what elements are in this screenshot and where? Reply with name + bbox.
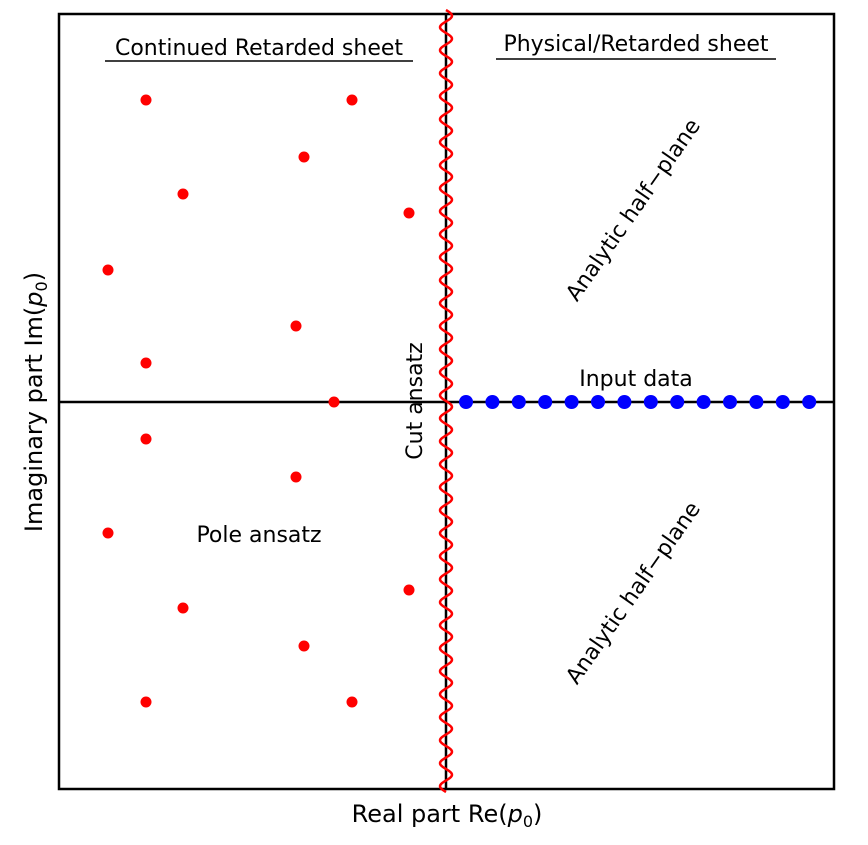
input-data-point: [802, 395, 817, 409]
input-data-point: [670, 395, 685, 409]
pole-ansatz-label: Pole ansatz: [196, 523, 321, 548]
input-data-point: [538, 395, 553, 409]
y-axis-label: Imaginary part Im(p0): [20, 272, 51, 532]
right-sheet-title: Physical/Retarded sheet: [503, 32, 768, 57]
input-data-point: [591, 395, 605, 409]
pole-marker: [140, 433, 152, 445]
pole-marker: [177, 602, 189, 614]
input-data-label: Input data: [579, 367, 693, 392]
pole-marker: [177, 188, 189, 200]
pole-marker: [346, 94, 358, 106]
pole-marker: [346, 696, 358, 708]
input-data-point: [696, 395, 711, 409]
pole-marker: [328, 396, 340, 408]
cut-ansatz-label: Cut ansatz: [403, 342, 428, 459]
branch-cut-wave: [438, 8, 454, 794]
input-data-point: [643, 395, 658, 409]
pole-marker: [290, 471, 302, 483]
analytic-lower-label: Analytic half−plane: [561, 498, 705, 689]
input-data-point: [485, 395, 500, 409]
pole-markers: [102, 94, 415, 708]
pole-marker: [403, 207, 415, 219]
input-data-point: [459, 395, 473, 409]
pole-marker: [298, 640, 310, 652]
input-data-point: [775, 395, 790, 409]
input-data-point: [617, 395, 632, 409]
input-data-point: [511, 395, 526, 409]
analytic-upper-label: Analytic half−plane: [561, 115, 705, 306]
pole-marker: [102, 264, 114, 276]
input-data-point: [749, 395, 764, 409]
pole-marker: [298, 151, 310, 163]
input-data-point: [723, 395, 737, 409]
pole-marker: [403, 584, 415, 596]
pole-marker: [140, 94, 152, 106]
pole-marker: [140, 696, 152, 708]
left-sheet-title: Continued Retarded sheet: [115, 36, 403, 61]
input-data-markers: [459, 395, 817, 409]
pole-marker: [290, 320, 302, 332]
input-data-point: [564, 395, 579, 409]
x-axis-label: Real part Re(p0): [352, 800, 543, 831]
pole-marker: [140, 357, 152, 369]
pole-marker: [102, 527, 114, 539]
